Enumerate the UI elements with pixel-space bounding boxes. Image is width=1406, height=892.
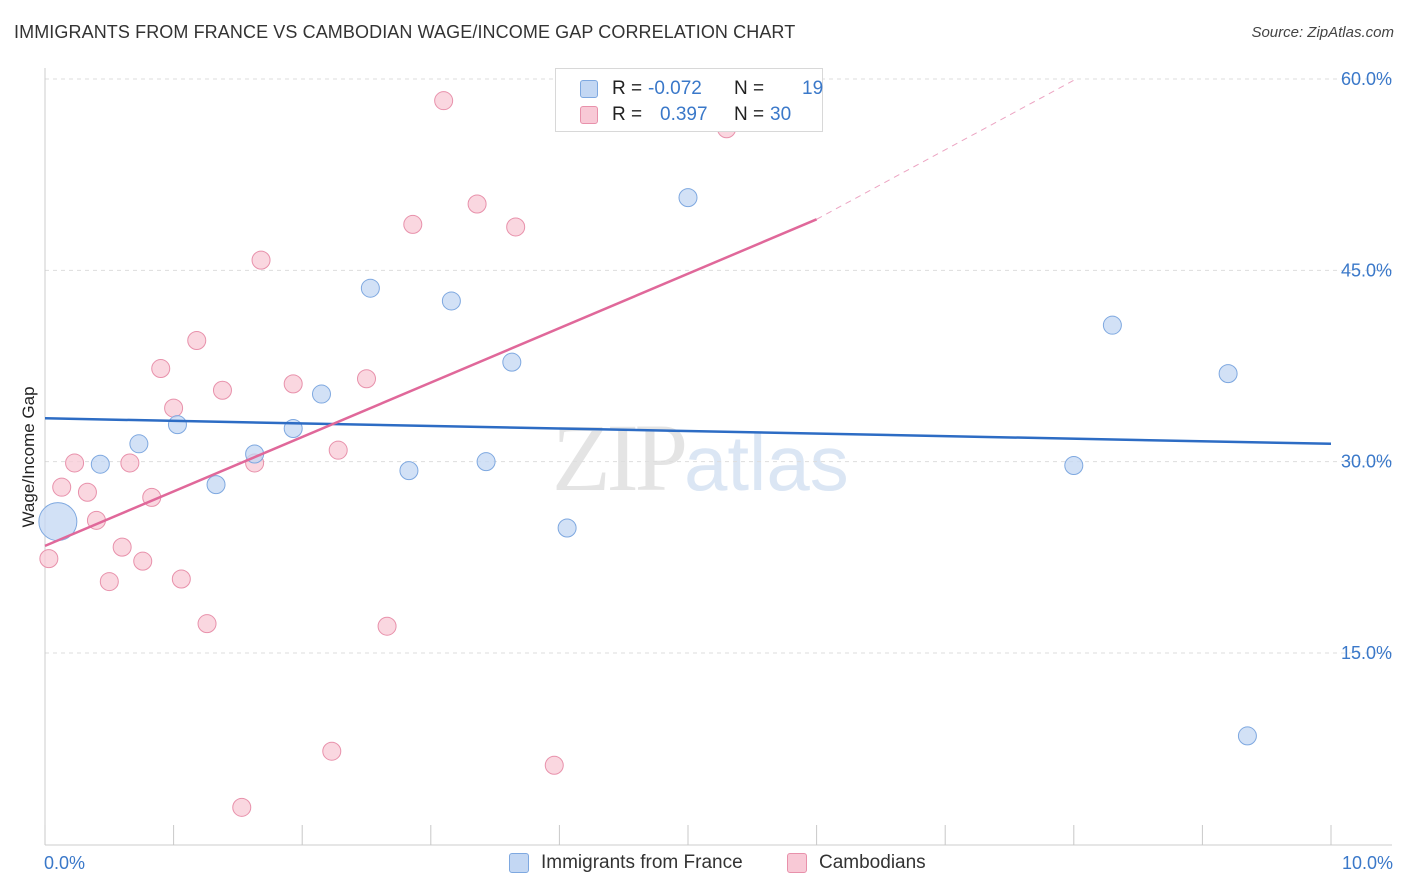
cambodians-point [467,194,487,214]
france-trendline [44,417,1332,446]
cambodians-point [52,477,72,497]
legend-label-cambodians: Cambodians [819,852,926,873]
cambodians-point [187,330,207,350]
france-point [167,415,187,435]
legend-row-france: R = -0.072 N = 19 [556,77,824,103]
legend-n-label: N = [734,104,765,125]
legend-swatch-cambodians [787,853,807,873]
x-tick-label: 10.0% [1342,853,1393,873]
cambodians-point [133,551,153,571]
source-credit: Source: ZipAtlas.com [1251,24,1394,41]
france-point [90,454,110,474]
cambodians-point [171,569,191,589]
y-tick-label: 60.0% [1341,69,1392,89]
cambodians-point [434,91,454,111]
cambodians-trendline-extension [816,79,1075,220]
stats-legend: R = -0.072 N = 19 R = 0.397 N = 30 [555,68,823,132]
cambodians-point [120,453,140,473]
cambodians-point [506,217,526,237]
france-point [1064,455,1084,475]
france-point [1237,726,1257,746]
legend-label-france: Immigrants from France [541,852,743,873]
legend-swatch-cambodians [580,106,598,124]
legend-row-cambodians: R = 0.397 N = 30 [556,103,822,129]
cambodians-point [212,380,232,400]
france-point [1218,364,1238,384]
legend-n-value: 19 [802,78,824,99]
france-point [399,461,419,481]
chart-title: IMMIGRANTS FROM FRANCE VS CAMBODIAN WAGE… [14,22,796,42]
cambodians-point [544,755,564,775]
france-point [476,452,496,472]
france-point [129,434,149,454]
france-point [441,291,461,311]
cambodians-point [251,250,271,270]
legend-swatch-france [509,853,529,873]
cambodians-point [65,453,85,473]
france-point [1102,315,1122,335]
y-tick-label: 45.0% [1341,260,1392,280]
cambodians-point [283,374,303,394]
legend-r-label: R = [612,104,643,125]
legend-swatch-france [580,80,598,98]
cambodians-point [151,359,171,379]
cambodians-point [164,398,184,418]
legend-r-value: 0.397 [660,104,708,125]
cambodians-point [197,614,217,634]
cambodians-point [112,537,132,557]
y-tick-label: 15.0% [1341,643,1392,663]
y-tick-label: 30.0% [1341,452,1392,472]
cambodians-point [77,482,97,502]
france-point [311,384,331,404]
cambodians-point [403,214,423,234]
series-legend: Immigrants from France Cambodians [0,852,1406,876]
cambodians-point [39,549,59,569]
france-point [557,518,577,538]
france-point [678,188,698,208]
legend-r-value: -0.072 [648,78,702,99]
cambodians-point [377,616,397,636]
cambodians-trendline [44,218,818,548]
cambodians-point [232,797,252,817]
france-point [360,278,380,298]
cambodians-point [322,741,342,761]
legend-r-label: R = [612,78,643,99]
cambodians-point [99,572,119,592]
cambodians-point [328,440,348,460]
legend-n-label: N = [734,78,765,99]
france-point [502,352,522,372]
legend-n-value: 30 [770,104,792,125]
watermark-zip: ZIP [552,404,688,511]
x-tick-label: 0.0% [44,853,85,873]
france-point [206,475,226,495]
cambodians-point [357,369,376,389]
y-axis-title: Wage/Income Gap [19,386,38,527]
